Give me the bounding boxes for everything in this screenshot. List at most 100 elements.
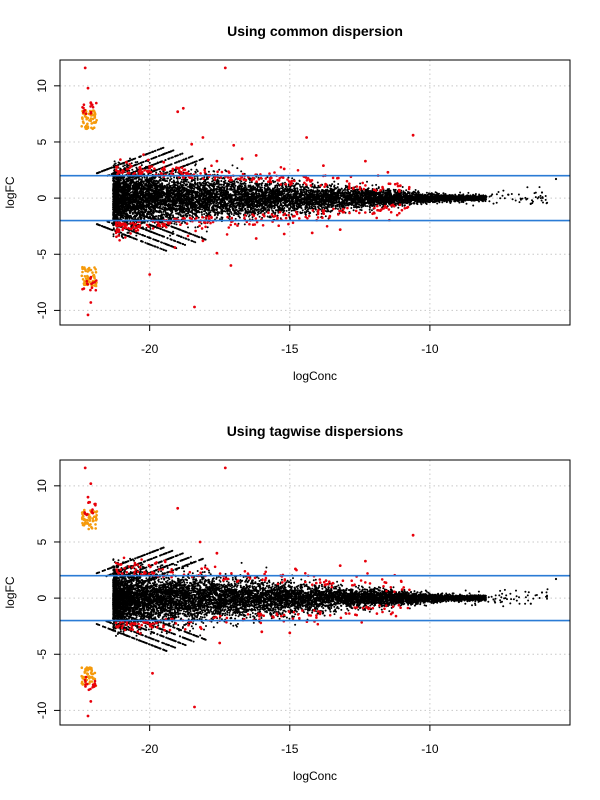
- data-point-bulk: [171, 181, 173, 183]
- data-point-bulk: [377, 186, 380, 189]
- ma-plot-common: Using common dispersion-20 -15 -10-10-5051…: [3, 23, 571, 383]
- data-point-bulk: [238, 207, 241, 210]
- data-point-bulk: [175, 223, 178, 226]
- data-point-bulk: [159, 217, 162, 220]
- data-point-bulk: [234, 217, 237, 220]
- data-point-bulk: [288, 211, 291, 214]
- data-point-bulk: [223, 200, 226, 203]
- chart-title: Using common dispersion: [227, 23, 403, 39]
- data-point-bulk: [206, 226, 209, 229]
- data-point-bulk: [304, 212, 307, 215]
- data-point-bulk: [130, 162, 133, 165]
- data-point-bulk: [317, 184, 320, 187]
- data-point-bulk: [311, 198, 314, 201]
- data-point-bulk: [169, 234, 172, 237]
- data-point-bulk: [230, 213, 233, 215]
- data-point-bulk: [350, 207, 353, 209]
- data-point-bulk: [441, 201, 444, 204]
- data-point-bulk: [188, 189, 190, 192]
- data-point-bulk: [122, 237, 125, 239]
- data-point-bulk: [173, 222, 176, 225]
- data-point-bulk: [338, 205, 341, 208]
- data-point-bulk: [277, 187, 280, 190]
- data-point-bulk: [155, 171, 158, 174]
- data-point-bulk: [344, 186, 347, 189]
- chart-panel-common: Using common dispersion -20 -15 -10 -10 -5 0 5 1…: [3, 23, 571, 383]
- data-point-bulk: [478, 200, 480, 203]
- data-point-bulk: [194, 181, 197, 184]
- data-point-bulk: [149, 227, 152, 230]
- data-point-bulk: [238, 205, 241, 208]
- data-point-bulk: [385, 189, 388, 192]
- data-point-bulk: [312, 205, 315, 208]
- data-point-bulk: [250, 181, 253, 184]
- data-point-bulk: [236, 167, 239, 170]
- data-point-bulk: [187, 185, 189, 188]
- data-point-bulk: [145, 227, 148, 229]
- data-point-bulk: [258, 215, 261, 218]
- data-point-bulk: [170, 222, 173, 225]
- grid-lines: [60, 60, 570, 325]
- data-point-bulk: [194, 226, 197, 229]
- data-point-bulk: [205, 211, 208, 214]
- data-point-bulk: [371, 184, 374, 187]
- data-point-bulk: [261, 182, 264, 185]
- data-points: [80, 66, 558, 317]
- data-point-bulk: [137, 180, 140, 183]
- data-point-bulk: [168, 182, 171, 185]
- data-point-bulk: [371, 194, 374, 197]
- data-point-bulk: [135, 234, 138, 237]
- data-point-bulk: [134, 161, 137, 164]
- data-point-bulk: [333, 180, 336, 183]
- data-point-bulk: [379, 204, 382, 207]
- data-point-bulk: [157, 214, 160, 217]
- data-point-bulk: [240, 191, 243, 194]
- data-point-bulk: [436, 202, 439, 205]
- data-point-bulk: [231, 164, 234, 167]
- data-point-bulk: [253, 201, 256, 204]
- data-point-bulk: [196, 178, 199, 181]
- data-point-bulk: [120, 235, 123, 238]
- data-point-bulk: [186, 178, 189, 181]
- data-point-bulk: [339, 207, 342, 210]
- data-point-bulk: [370, 209, 373, 212]
- data-point-bulk: [141, 176, 144, 179]
- data-point-bulk: [207, 170, 210, 173]
- data-point-bulk: [174, 171, 177, 174]
- data-point-bulk: [113, 160, 116, 163]
- data-point-bulk: [334, 207, 337, 210]
- data-point-bulk: [202, 186, 205, 189]
- data-point-bulk: [112, 227, 115, 230]
- data-point-bulk: [112, 233, 115, 236]
- data-point-bulk: [248, 214, 251, 217]
- data-point-bulk: [203, 213, 206, 216]
- data-point-bulk: [200, 222, 203, 225]
- data-point-bulk: [302, 183, 305, 186]
- data-point-bulk: [296, 188, 299, 190]
- data-point-bulk: [280, 187, 283, 190]
- data-point-bulk: [276, 214, 279, 217]
- data-point-bulk: [153, 221, 156, 224]
- data-point-bulk: [204, 184, 207, 187]
- data-point-bulk: [208, 209, 211, 212]
- data-point-bulk: [235, 180, 238, 183]
- data-point-bulk: [310, 188, 313, 191]
- data-point-bulk: [219, 218, 221, 221]
- data-point-bulk: [282, 201, 285, 204]
- data-point-bulk: [366, 205, 369, 208]
- data-point-bulk: [129, 157, 131, 160]
- data-point-bulk: [309, 207, 312, 210]
- data-point-bulk: [182, 178, 185, 181]
- data-point-bulk: [232, 214, 235, 217]
- data-point-bulk: [399, 201, 402, 204]
- data-point-bulk: [244, 212, 247, 214]
- data-point-bulk: [273, 186, 276, 189]
- data-point-bulk: [303, 211, 306, 214]
- data-point-bulk: [331, 183, 334, 186]
- data-point-bulk: [254, 205, 257, 208]
- data-point-bulk: [296, 202, 299, 205]
- data-point-bulk: [225, 170, 228, 173]
- data-point-bulk: [333, 202, 336, 205]
- data-point-bulk: [359, 182, 362, 185]
- data-point-bulk: [288, 191, 291, 194]
